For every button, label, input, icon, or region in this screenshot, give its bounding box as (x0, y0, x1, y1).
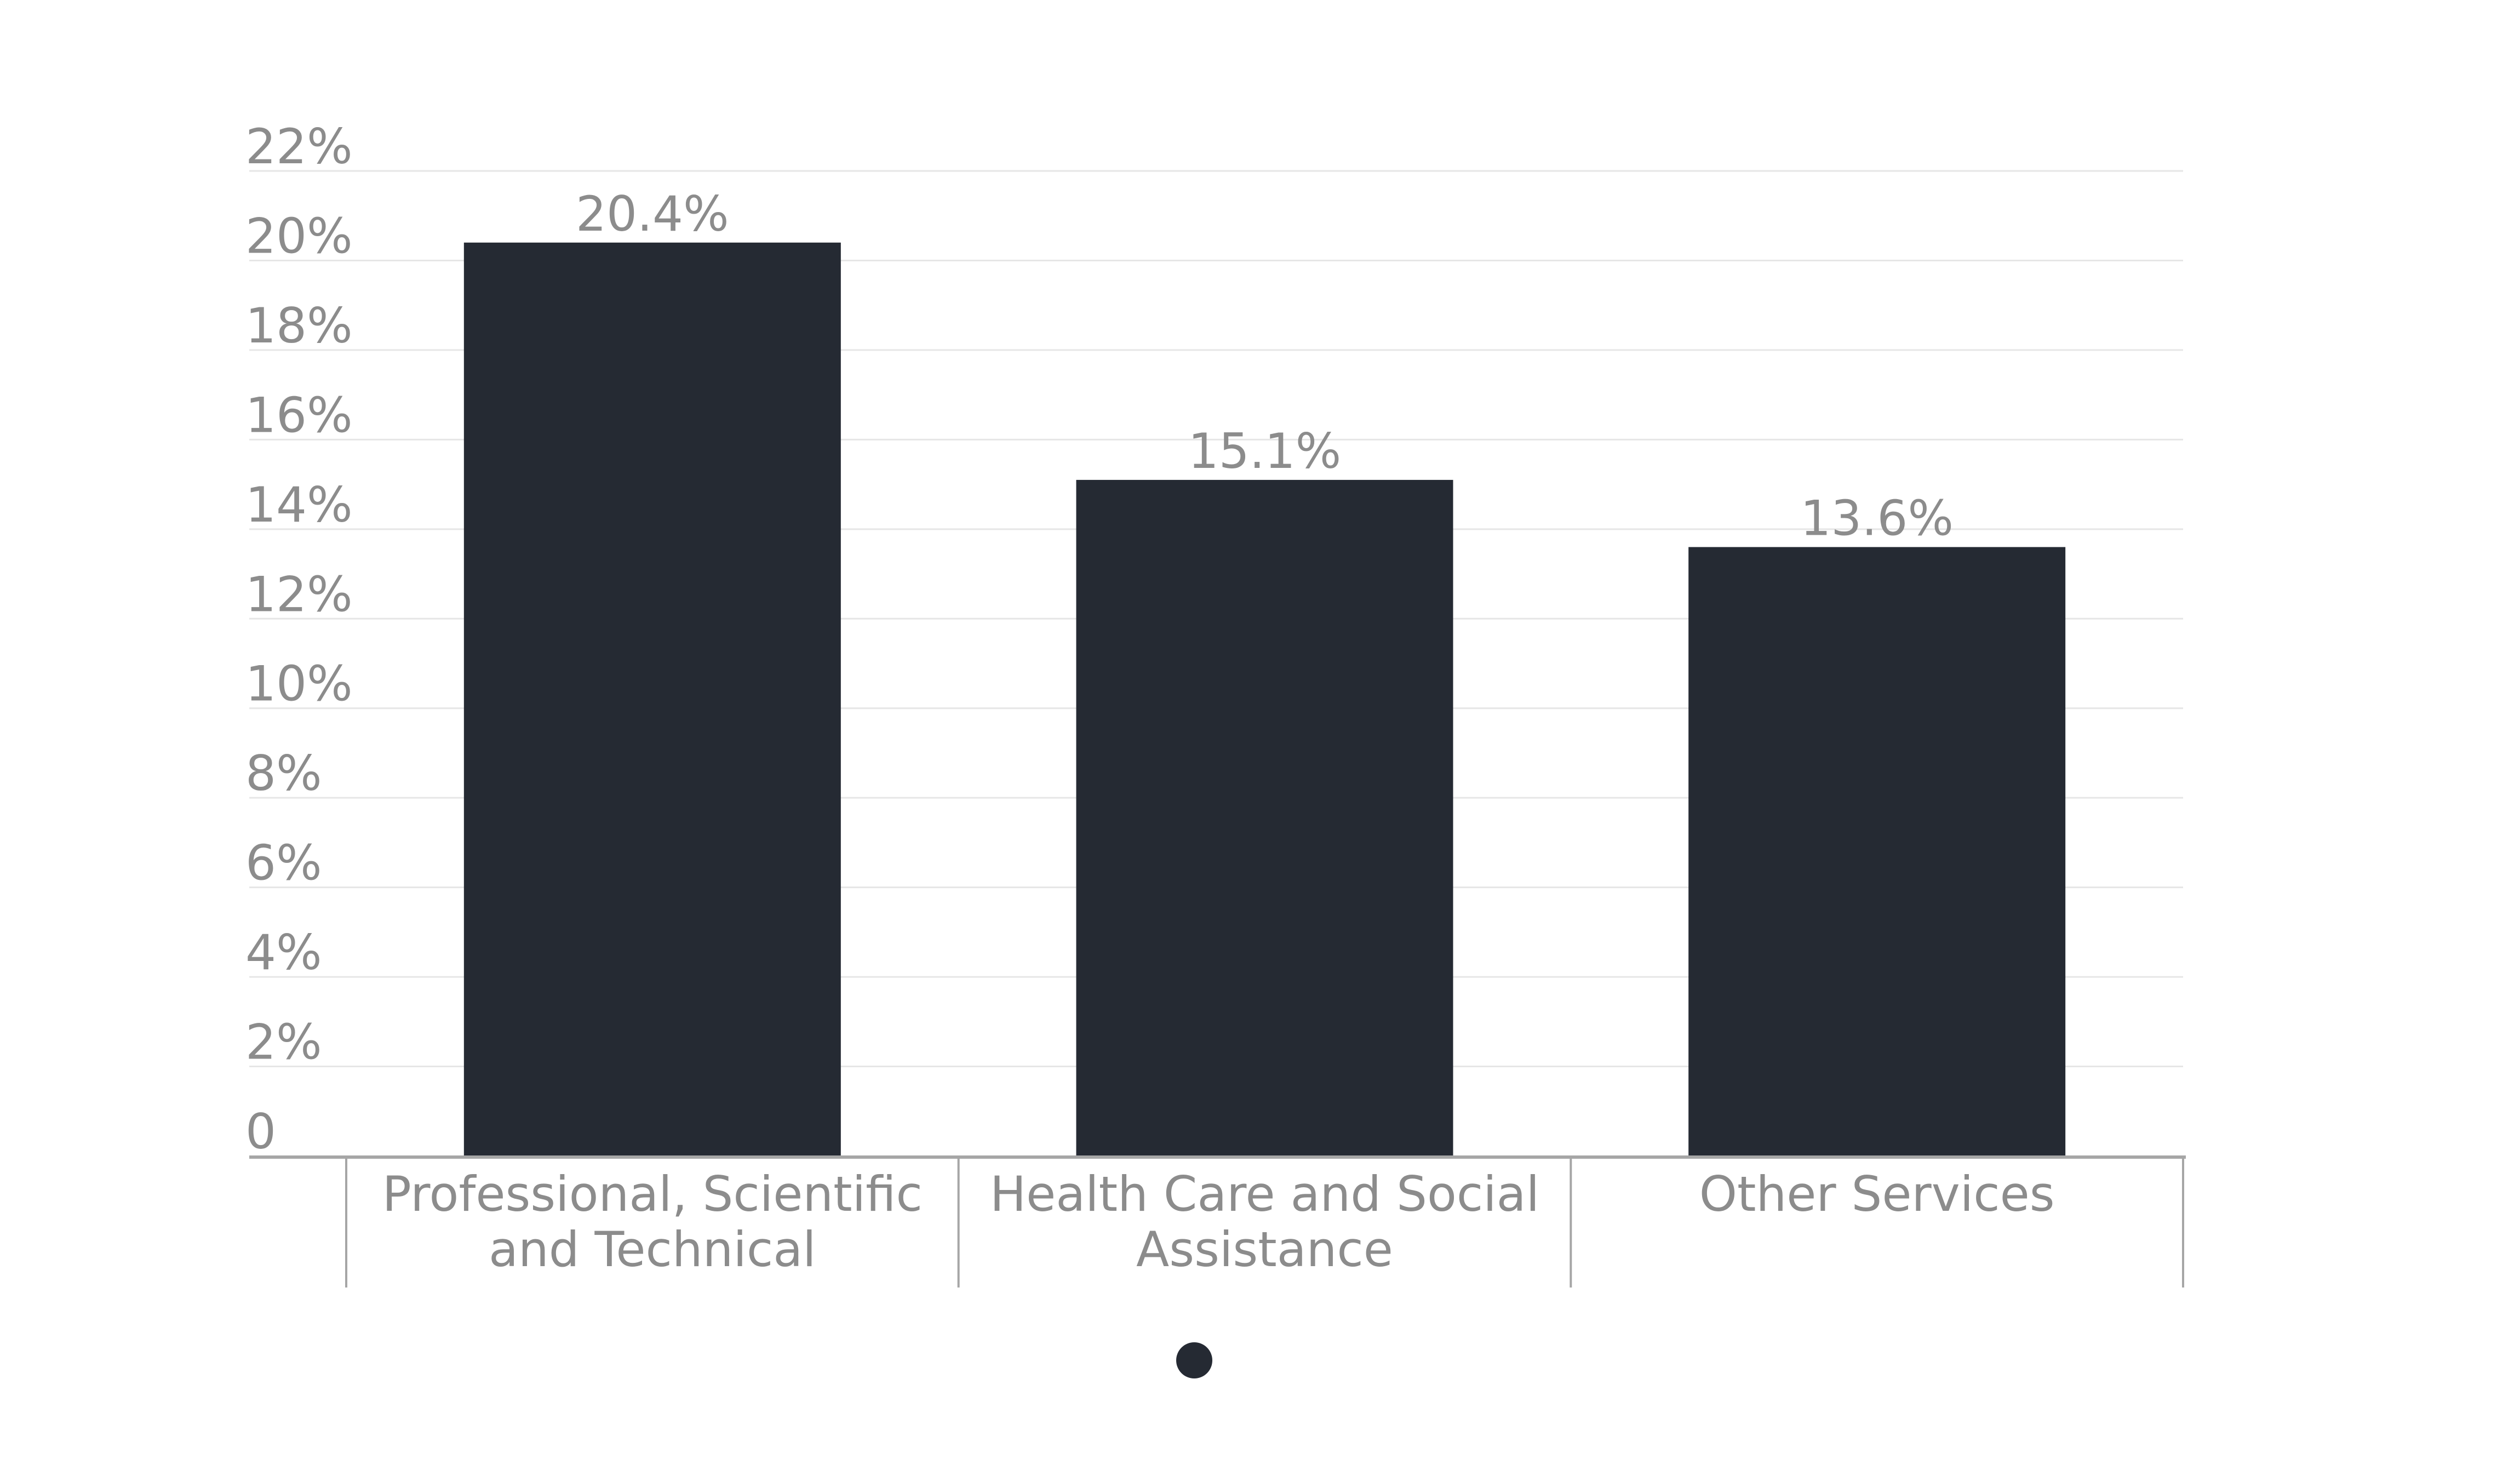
legend-marker[interactable] (1176, 1342, 1212, 1378)
x-tick-label-line: Other Services (1699, 1166, 2055, 1222)
y-tick-label: 6% (245, 835, 322, 891)
y-tick-label: 8% (245, 745, 322, 802)
x-axis-tick-labels: Professional, Scientific and Technical Hea… (382, 1166, 2055, 1278)
x-tick-label-line: Professional, Scientific (382, 1166, 923, 1222)
y-tick-label: 10% (245, 656, 353, 712)
y-tick-label: 0 (245, 1103, 276, 1160)
legend[interactable] (1176, 1342, 1212, 1378)
x-axis (249, 1155, 2186, 1288)
y-tick-label: 20% (245, 208, 353, 264)
bar-value-label: 20.4% (576, 186, 729, 242)
y-tick-label: 2% (245, 1014, 322, 1071)
y-tick-label: 4% (245, 924, 322, 981)
bar-value-label: 15.1% (1188, 423, 1342, 479)
bar[interactable] (463, 242, 841, 1156)
y-tick-label: 14% (245, 477, 353, 533)
y-tick-label: 12% (245, 566, 353, 622)
x-tick-label-line: Assistance (1136, 1221, 1393, 1278)
x-tick-label: Other Services (1699, 1166, 2055, 1222)
bar[interactable] (1076, 479, 1453, 1156)
y-tick-label: 22% (245, 118, 353, 175)
y-tick-label: 16% (245, 387, 353, 443)
bar[interactable] (1688, 547, 2066, 1157)
value-labels: 20.4% 15.1% 13.6% (576, 186, 1954, 547)
x-tick-label-line: and Technical (489, 1221, 816, 1278)
x-tick-label: Health Care and Social Assistance (990, 1166, 1539, 1278)
bar-value-label: 13.6% (1800, 490, 1954, 547)
y-tick-label: 18% (245, 297, 353, 354)
x-tick-label-line: Health Care and Social (990, 1166, 1539, 1222)
bars (463, 242, 2066, 1157)
x-tick-label: Professional, Scientific and Technical (382, 1166, 923, 1278)
y-axis-tick-labels: 0 2% 4% 6% 8% 10% 12% 14% 16% 18% 20% 22% (245, 118, 353, 1160)
